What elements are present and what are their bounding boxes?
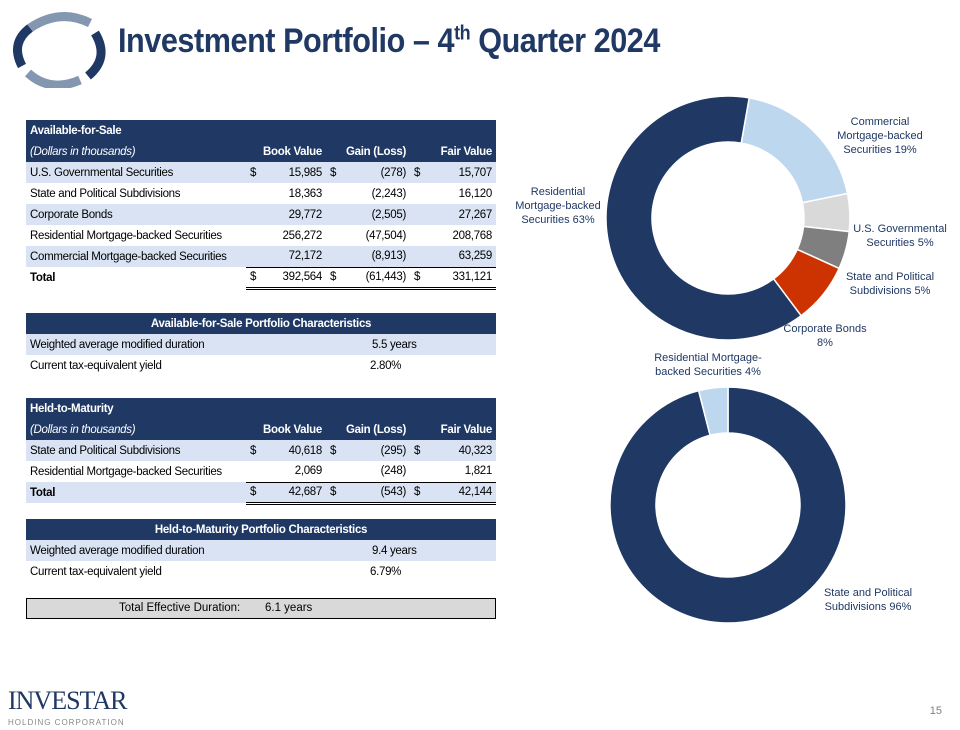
slice-label-line: Residential — [530, 186, 586, 198]
donut-charts — [605, 95, 851, 624]
col-book: Book Value — [246, 419, 326, 440]
slice-label: State and Political Subdivisions 5% — [835, 270, 945, 298]
donut-slice — [697, 386, 729, 437]
htm-table: Held-to-Maturity (Dollars in thousands) B… — [26, 398, 496, 505]
table-row: State and Political Subdivisions $40,618 $… — [26, 440, 496, 461]
total-effective-duration: Total Effective Duration: 6.1 years — [26, 598, 496, 619]
htm-subtitle: (Dollars in thousands) — [26, 419, 246, 440]
char-label: Weighted average modified duration — [30, 338, 205, 351]
brand-name: INVESTAR — [8, 686, 127, 715]
table-row: Corporate Bonds 29,772 (2,505) 27,267 — [26, 204, 496, 225]
htm-char-title: Held-to-Maturity Portfolio Characteristi… — [26, 519, 496, 540]
char-value: 6.79% — [370, 565, 402, 578]
slice-label-line: Securities 63% — [521, 214, 595, 226]
company-logo-icon — [10, 8, 110, 93]
slice-label-line: U.S. Governmental — [853, 223, 947, 235]
slice-label-line: backed Securities 4% — [655, 366, 761, 378]
table-row: Residential Mortgage-backed Securities 2,… — [26, 461, 496, 483]
slice-label-line: Subdivisions 96% — [824, 601, 912, 613]
col-fair: Fair Value — [410, 419, 496, 440]
slice-label: U.S. Governmental Securities 5% — [845, 222, 955, 250]
slice-label: Residential Mortgage-backed Securities 4… — [653, 351, 763, 379]
slice-label-line: State and Political — [823, 587, 913, 599]
table-row: Commercial Mortgage-backed Securities 72,… — [26, 246, 496, 268]
donut-slice — [609, 386, 847, 624]
slice-label-line: Mortgage-backed — [515, 200, 601, 212]
slice-label-line: Corporate Bonds — [783, 323, 867, 335]
page-title: Investment Portfolio – 4th Quarter 2024 — [118, 22, 660, 60]
table-row: U.S. Governmental Securities $15,985 $ (278… — [26, 162, 496, 183]
duration-value: 6.1 years — [265, 602, 313, 614]
col-gain: Gain (Loss) — [326, 419, 410, 440]
htm-characteristics-table: Held-to-Maturity Portfolio Characteristi… — [26, 519, 496, 582]
investar-logo: INVESTAR HOLDING CORPORATION — [8, 686, 127, 728]
col-book: Book Value — [246, 141, 326, 162]
char-label: Weighted average modified duration — [30, 544, 205, 557]
table-row: State and Political Subdivisions 18,363 (2… — [30, 187, 492, 200]
slice-label-line: 8% — [817, 337, 833, 349]
slice-label-line: Commercial — [850, 116, 910, 128]
char-value: 5.5 years — [372, 338, 417, 351]
char-value: 9.4 years — [372, 544, 417, 557]
total-row: Total $392,564 $ (61,443) $331,121 — [26, 267, 496, 290]
char-label: Current tax-equivalent yield — [30, 565, 162, 578]
slice-label: Residential Mortgage-backed Securities 63% — [503, 185, 613, 227]
afs-title: Available-for-Sale — [26, 120, 496, 141]
char-label: Current tax-equivalent yield — [30, 359, 162, 372]
slice-label-line: Residential Mortgage- — [654, 352, 762, 364]
afs-char-title: Available-for-Sale Portfolio Characteris… — [26, 313, 496, 334]
slice-label-line: Subdivisions 5% — [849, 285, 931, 297]
afs-characteristics-table: Available-for-Sale Portfolio Characteris… — [26, 313, 496, 376]
table-row: Residential Mortgage-backed Securities 25… — [30, 229, 492, 242]
total-row: Total $42,687 $ (543) $42,144 — [26, 482, 496, 505]
slice-label-line: Mortgage-backed — [837, 130, 923, 142]
brand-subtitle: HOLDING CORPORATION — [8, 718, 125, 727]
afs-subtitle: (Dollars in thousands) — [26, 141, 246, 162]
afs-table: Available-for-Sale (Dollars in thousands… — [26, 120, 496, 290]
col-fair: Fair Value — [410, 141, 496, 162]
page-number: 15 — [929, 705, 942, 717]
slice-label-line: State and Political — [845, 271, 935, 283]
donut-slice — [605, 95, 803, 341]
col-gain: Gain (Loss) — [326, 141, 410, 162]
char-value: 2.80% — [370, 359, 402, 372]
duration-label: Total Effective Duration: — [119, 602, 241, 614]
htm-title: Held-to-Maturity — [26, 398, 496, 419]
slice-label-line: Securities 19% — [843, 144, 917, 156]
slice-label: Corporate Bonds 8% — [770, 322, 880, 350]
slice-label-line: Securities 5% — [866, 237, 934, 249]
slice-label: State and Political Subdivisions 96% — [813, 586, 923, 614]
slice-label: Commercial Mortgage-backed Securities 19% — [825, 115, 935, 157]
